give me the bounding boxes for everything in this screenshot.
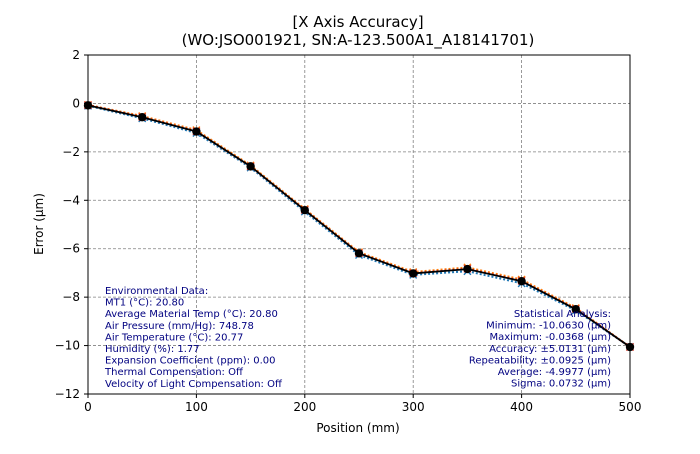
ticks: 0 100 200 300 400 500 2 0 −2 −4 −6 −8 −10 −12 — [55, 48, 642, 414]
data-point — [354, 249, 364, 258]
statistical-analysis-line: Maximum: -0.0368 (µm) — [489, 332, 611, 343]
annotations: Environmental Data:MT1 (°C): 20.80Averag… — [104, 286, 611, 390]
y-tick-label: 0 — [72, 96, 80, 110]
y-tick-label: −6 — [62, 242, 80, 256]
chart-title: [X Axis Accuracy] — [292, 13, 423, 31]
environmental-data-line: MT1 (°C): 20.80 — [105, 298, 184, 309]
environmental-data-line: Thermal Compensation: Off — [104, 367, 244, 378]
statistical-analysis-line: Sigma: 0.0732 (µm) — [511, 379, 611, 390]
chart-subtitle: (WO:JSO001921, SN:A-123.500A1_A18141701) — [182, 31, 535, 50]
data-point — [463, 264, 472, 274]
y-tick-label: −10 — [55, 339, 80, 353]
x-tick-label: 200 — [293, 400, 316, 414]
y-tick-label: −2 — [62, 145, 80, 159]
statistical-analysis-line: Repeatability: ±0.0925 (µm) — [469, 355, 611, 366]
x-tick-label: 300 — [402, 400, 425, 414]
data-point — [517, 276, 526, 286]
y-tick-label: −12 — [55, 387, 80, 401]
environmental-data-line: Environmental Data: — [105, 286, 208, 297]
environmental-data-line: Velocity of Light Compensation: Off — [105, 379, 283, 390]
data-point — [192, 127, 201, 136]
environmental-data-line: Humidity (%): 1.77 — [105, 344, 200, 355]
data-point — [300, 206, 309, 215]
x-tick-label: 100 — [185, 400, 208, 414]
series-line — [87, 104, 631, 348]
y-axis-label: Error (µm) — [32, 193, 46, 255]
statistical-analysis-line: Accuracy: ±5.0131 (µm) — [489, 344, 611, 355]
data-point — [409, 269, 418, 278]
environmental-data-line: Air Pressure (mm/Hg): 748.78 — [105, 321, 254, 332]
data-point — [138, 113, 147, 122]
statistical-analysis-line: Average: -4.9977 (µm) — [498, 367, 611, 378]
environmental-data-line: Expansion Coefficient (ppm): 0.00 — [105, 356, 276, 367]
environmental-data-line: Air Temperature (°C): 20.77 — [105, 332, 243, 343]
y-tick-label: −8 — [62, 290, 80, 304]
plot-area-frame — [87, 54, 631, 395]
x-tick-label: 500 — [619, 400, 642, 414]
series-line — [87, 103, 631, 348]
environmental-data-line: Average Material Temp (°C): 20.80 — [105, 309, 278, 320]
data-point — [571, 305, 580, 314]
statistical-analysis-line: Statistical Analysis: — [514, 309, 611, 320]
x-tick-label: 400 — [510, 400, 533, 414]
x-axis-label: Position (mm) — [316, 421, 399, 435]
series-group — [83, 100, 635, 352]
x-tick-label: 0 — [84, 400, 92, 414]
y-tick-label: 2 — [72, 48, 80, 62]
grid — [88, 55, 630, 394]
statistical-analysis-line: Minimum: -10.0630 (µm) — [486, 321, 611, 332]
y-tick-label: −4 — [62, 193, 80, 207]
data-point — [246, 162, 255, 171]
